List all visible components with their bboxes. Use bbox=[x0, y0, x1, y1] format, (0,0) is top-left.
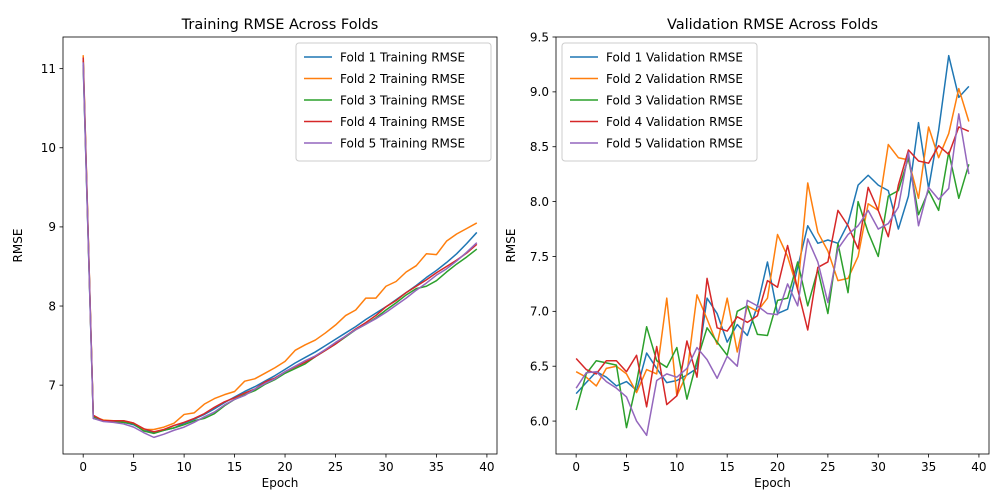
y-tick-label: 9.5 bbox=[530, 30, 549, 44]
x-tick-label: 10 bbox=[176, 460, 191, 474]
y-tick-label: 9.0 bbox=[530, 85, 549, 99]
legend-label-fold-1: Fold 1 Validation RMSE bbox=[606, 50, 743, 64]
x-tick-label: 25 bbox=[820, 460, 835, 474]
series-line-fold-5 bbox=[575, 113, 970, 437]
axes-frame bbox=[555, 36, 990, 455]
y-tick-label: 10 bbox=[41, 141, 56, 155]
series-line-fold-3 bbox=[575, 151, 970, 429]
x-axis-label: Epoch bbox=[754, 476, 791, 490]
x-tick-label: 30 bbox=[871, 460, 886, 474]
series-line-fold-5 bbox=[82, 62, 478, 439]
y-tick-label: 11 bbox=[41, 62, 56, 76]
chart-title: Training RMSE Across Folds bbox=[181, 17, 379, 33]
y-tick-label: 8.5 bbox=[530, 140, 549, 154]
x-axis-label: Epoch bbox=[262, 476, 299, 490]
y-tick-label: 7.0 bbox=[530, 305, 549, 319]
y-tick-label: 6.0 bbox=[530, 414, 549, 428]
x-tick-label: 35 bbox=[429, 460, 444, 474]
x-tick-label: 0 bbox=[79, 460, 87, 474]
x-tick-label: 30 bbox=[378, 460, 393, 474]
legend-label-fold-1: Fold 1 Training RMSE bbox=[340, 50, 465, 64]
x-tick-label: 25 bbox=[328, 460, 343, 474]
legend-label-fold-5: Fold 5 Validation RMSE bbox=[606, 136, 743, 150]
y-tick-label: 7.5 bbox=[530, 250, 549, 264]
legend-label-fold-3: Fold 3 Validation RMSE bbox=[606, 93, 743, 107]
x-tick-label: 10 bbox=[669, 460, 684, 474]
legend-label-fold-4: Fold 4 Validation RMSE bbox=[606, 115, 743, 129]
y-tick-label: 9 bbox=[48, 220, 56, 234]
axes-frame bbox=[62, 36, 498, 455]
legend-box bbox=[295, 42, 492, 162]
y-tick-label: 8.0 bbox=[530, 195, 549, 209]
x-tick-label: 40 bbox=[479, 460, 494, 474]
legend-label-fold-2: Fold 2 Training RMSE bbox=[340, 72, 465, 86]
chart-title: Validation RMSE Across Folds bbox=[667, 17, 878, 33]
validation-rmse-panel: Validation RMSE Across Folds 0 5 10 15 20 25 30… bbox=[504, 17, 990, 490]
legend-label-fold-3: Fold 3 Training RMSE bbox=[340, 93, 465, 107]
x-tick-label: 15 bbox=[227, 460, 242, 474]
legend-label-fold-5: Fold 5 Training RMSE bbox=[340, 136, 465, 150]
legend: Fold 1 Validation RMSE Fold 2 Validation … bbox=[561, 42, 758, 162]
legend-label-fold-2: Fold 2 Validation RMSE bbox=[606, 72, 743, 86]
y-axis-label: RMSE bbox=[504, 229, 518, 263]
legend-label-fold-4: Fold 4 Training RMSE bbox=[340, 115, 465, 129]
y-tick-label: 6.5 bbox=[530, 360, 549, 374]
x-tick-label: 20 bbox=[770, 460, 785, 474]
x-tick-label: 35 bbox=[921, 460, 936, 474]
x-tick-label: 20 bbox=[277, 460, 292, 474]
legend-box bbox=[561, 42, 758, 162]
series-line-fold-4 bbox=[575, 126, 970, 408]
y-tick-label: 8 bbox=[48, 299, 56, 313]
legend: Fold 1 Training RMSE Fold 2 Training RMSE… bbox=[295, 42, 492, 162]
x-tick-label: 40 bbox=[971, 460, 986, 474]
series-line-fold-2 bbox=[82, 55, 478, 431]
x-tick-label: 5 bbox=[130, 460, 138, 474]
x-tick-label: 0 bbox=[572, 460, 580, 474]
training-rmse-panel: Training RMSE Across Folds 0 5 10 15 20 25 30 35… bbox=[11, 17, 498, 490]
y-axis-label: RMSE bbox=[11, 229, 25, 263]
x-tick-label: 5 bbox=[623, 460, 631, 474]
y-tick-label: 7 bbox=[48, 378, 56, 392]
series-line-fold-1 bbox=[575, 54, 970, 395]
series-line-fold-3 bbox=[82, 60, 478, 435]
x-tick-label: 15 bbox=[720, 460, 735, 474]
